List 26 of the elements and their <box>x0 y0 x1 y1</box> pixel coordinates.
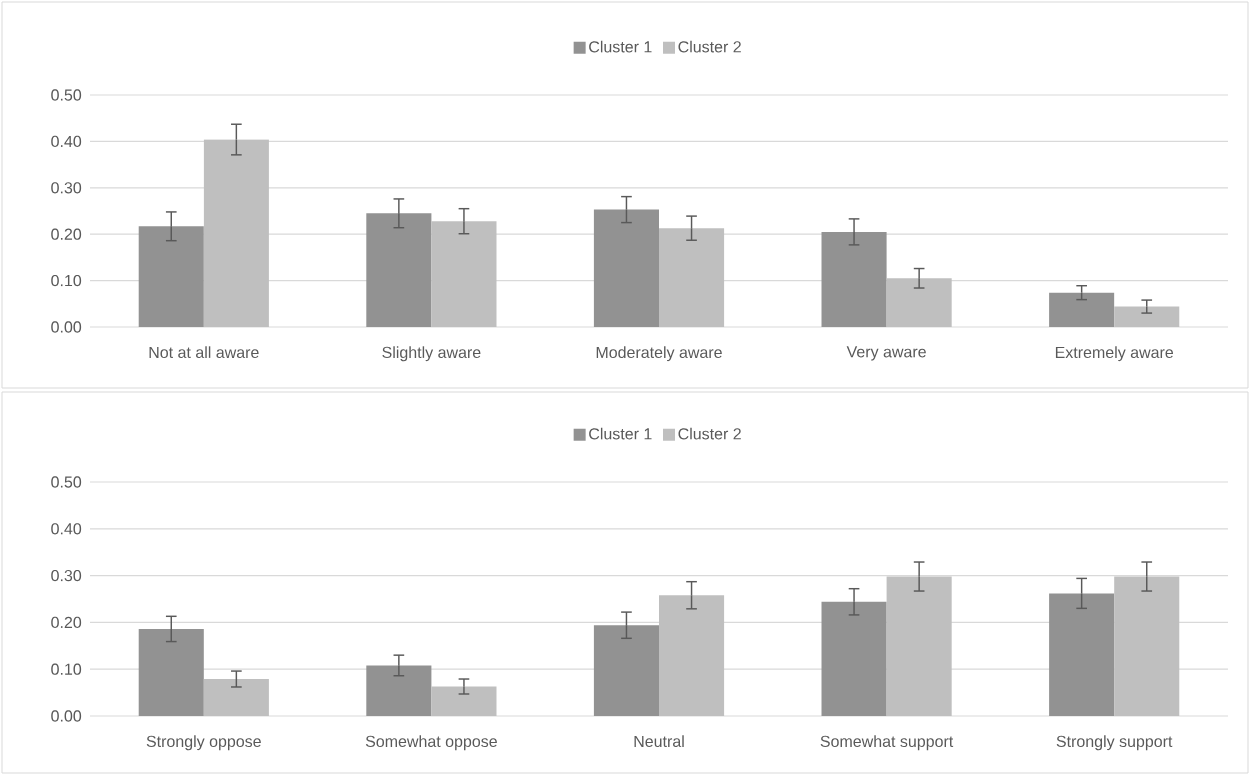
legend-label: Cluster 1 <box>589 40 652 53</box>
x-tick-label: Somewhat support <box>820 735 954 751</box>
y-tick-label: 0.50 <box>51 476 82 488</box>
y-tick-label: 0.40 <box>51 523 82 535</box>
y-tick-label: 0.20 <box>51 616 82 629</box>
x-tick-label: Strongly support <box>1056 735 1173 751</box>
y-tick-label: 0.00 <box>51 321 82 333</box>
y-tick-label: 0.40 <box>51 135 82 148</box>
y-tick-label: 0.00 <box>51 710 82 722</box>
legend-label: Cluster 2 <box>678 427 741 440</box>
x-tick-label: Very aware <box>846 346 926 361</box>
x-tick-label: Strongly oppose <box>146 735 261 751</box>
x-tick-label: Extremely aware <box>1055 346 1174 362</box>
legend-label: Cluster 1 <box>589 427 652 440</box>
y-tick-label: 0.20 <box>51 228 82 240</box>
y-tick-label: 0.10 <box>51 663 82 675</box>
x-tick-label: Neutral <box>634 735 684 748</box>
y-tick-label: 0.50 <box>51 89 82 101</box>
y-tick-label: 0.30 <box>51 182 82 194</box>
y-tick-label: 0.10 <box>51 274 82 287</box>
x-tick-label: Slightly aware <box>382 346 481 362</box>
y-tick-label: 0.30 <box>51 569 82 582</box>
x-tick-label: Moderately aware <box>596 346 722 362</box>
x-tick-label: Not at all aware <box>149 346 259 359</box>
x-tick-label: Somewhat oppose <box>365 735 497 751</box>
legend-label: Cluster 2 <box>678 40 741 53</box>
